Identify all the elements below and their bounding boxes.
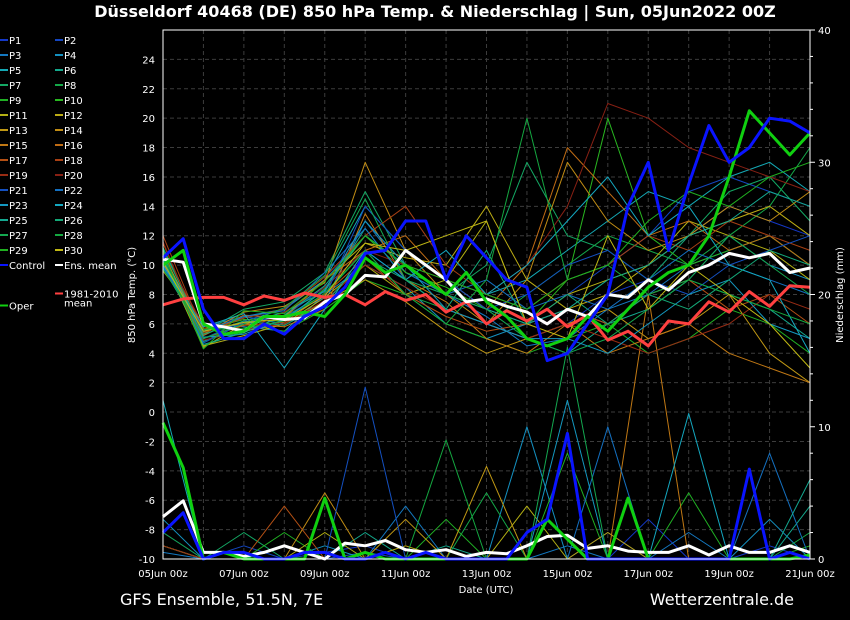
precip-line-p25: [163, 479, 811, 560]
legend-label: P3: [9, 51, 21, 62]
axes: 242220181614121086420-2-4-6-8-1040302010…: [138, 26, 835, 580]
y-tick-label: 22: [142, 85, 155, 96]
y-tick-label: 2: [149, 379, 155, 390]
legend-label: P30: [64, 246, 83, 257]
legend-label-line2: mean: [64, 299, 92, 310]
legend-label: P1: [9, 36, 21, 47]
y-tick-label: 18: [142, 144, 155, 155]
legend-label: P13: [9, 126, 28, 137]
legend-label: Control: [9, 261, 45, 272]
legend-label: 1981-2010: [64, 290, 119, 301]
legend-label: P8: [64, 81, 76, 92]
x-axis-label: Date (UTC): [459, 585, 514, 596]
legend-label: P19: [9, 171, 28, 182]
y-tick-label: 0: [149, 408, 155, 419]
y2-tick-label: 20: [818, 291, 831, 302]
temp-line-1981-2010-mean: [162, 284, 811, 348]
legend-label: P27: [9, 231, 28, 242]
y-tick-label: 24: [142, 55, 155, 66]
y-tick-label: 16: [142, 173, 155, 184]
y-tick-label: -4: [145, 467, 155, 478]
legend-label: P23: [9, 201, 28, 212]
y2-axis-label: Niederschlag (mm): [835, 247, 846, 343]
chart-title: Düsseldorf 40468 (DE) 850 hPa Temp. & Ni…: [94, 2, 775, 22]
legend-label: P2: [64, 36, 76, 47]
legend-label: P20: [64, 171, 83, 182]
x-tick-label: 13Jun 00z: [462, 569, 512, 580]
legend-label: P29: [9, 246, 28, 257]
legend-label: P7: [9, 81, 21, 92]
footer-site: Wetterzentrale.de: [650, 590, 794, 609]
y-tick-label: 12: [142, 232, 155, 243]
legend-label: P21: [9, 186, 28, 197]
y-tick-label: -2: [145, 437, 155, 448]
y-tick-label: 10: [142, 261, 155, 272]
legend-label: Oper: [9, 302, 34, 313]
y2-tick-label: 40: [818, 26, 831, 37]
legend-label: P5: [9, 66, 21, 77]
temp-line-p7: [162, 161, 811, 334]
y2-tick-label: 0: [818, 555, 824, 566]
footer-source: GFS Ensemble, 51.5N, 7E: [120, 590, 323, 609]
precip-line-ens-mean: [162, 499, 811, 561]
y-axis-label: 850 hPa Temp. (°C): [127, 247, 138, 343]
x-tick-label: 21Jun 00z: [785, 569, 835, 580]
y-tick-label: 8: [149, 291, 155, 302]
x-tick-label: 05Jun 00z: [138, 569, 188, 580]
y2-tick-label: 30: [818, 158, 831, 169]
legend-label: P17: [9, 156, 28, 167]
y-tick-label: -10: [139, 555, 155, 566]
legend-label: P6: [64, 66, 76, 77]
temp-line-p30: [162, 220, 811, 369]
temp-line-p28: [162, 117, 811, 331]
y-tick-label: 4: [149, 349, 155, 360]
legend-label: P14: [64, 126, 83, 137]
y-tick-label: 14: [142, 202, 155, 213]
legend-label: P10: [64, 96, 83, 107]
legend-label: P22: [64, 186, 83, 197]
x-tick-label: 09Jun 00z: [300, 569, 350, 580]
x-tick-label: 17Jun 00z: [623, 569, 673, 580]
legend-label: P25: [9, 216, 28, 227]
legend-label: P28: [64, 231, 83, 242]
y-tick-label: 20: [142, 114, 155, 125]
legend-label: P15: [9, 141, 28, 152]
y-tick-label: 6: [149, 320, 155, 331]
legend-label: P18: [64, 156, 83, 167]
legend-label: P11: [9, 111, 28, 122]
legend-label: P26: [64, 216, 83, 227]
x-tick-label: 15Jun 00z: [543, 569, 593, 580]
y-tick-label: -6: [145, 496, 155, 507]
temp-line-oper: [162, 109, 812, 348]
legend-label: P4: [64, 51, 76, 62]
legend-label: P9: [9, 96, 21, 107]
legend-label: Ens. mean: [64, 261, 117, 272]
x-tick-label: 19Jun 00z: [704, 569, 754, 580]
temp-line-control: [161, 116, 811, 363]
y-tick-label: -8: [145, 526, 155, 537]
temp-line-p29: [162, 161, 811, 350]
legend-label: P24: [64, 201, 83, 212]
y2-tick-label: 10: [818, 423, 831, 434]
legend-label: P16: [64, 141, 83, 152]
x-tick-label: 07Jun 00z: [219, 569, 269, 580]
x-tick-label: 11Jun 00z: [381, 569, 431, 580]
legend: P1 P2 P3 P4 P5 P6 P7 P8 P9 P10 P11 P12 P13 P14 P15 P16 P…: [0, 36, 119, 313]
legend-label: P12: [64, 111, 83, 122]
